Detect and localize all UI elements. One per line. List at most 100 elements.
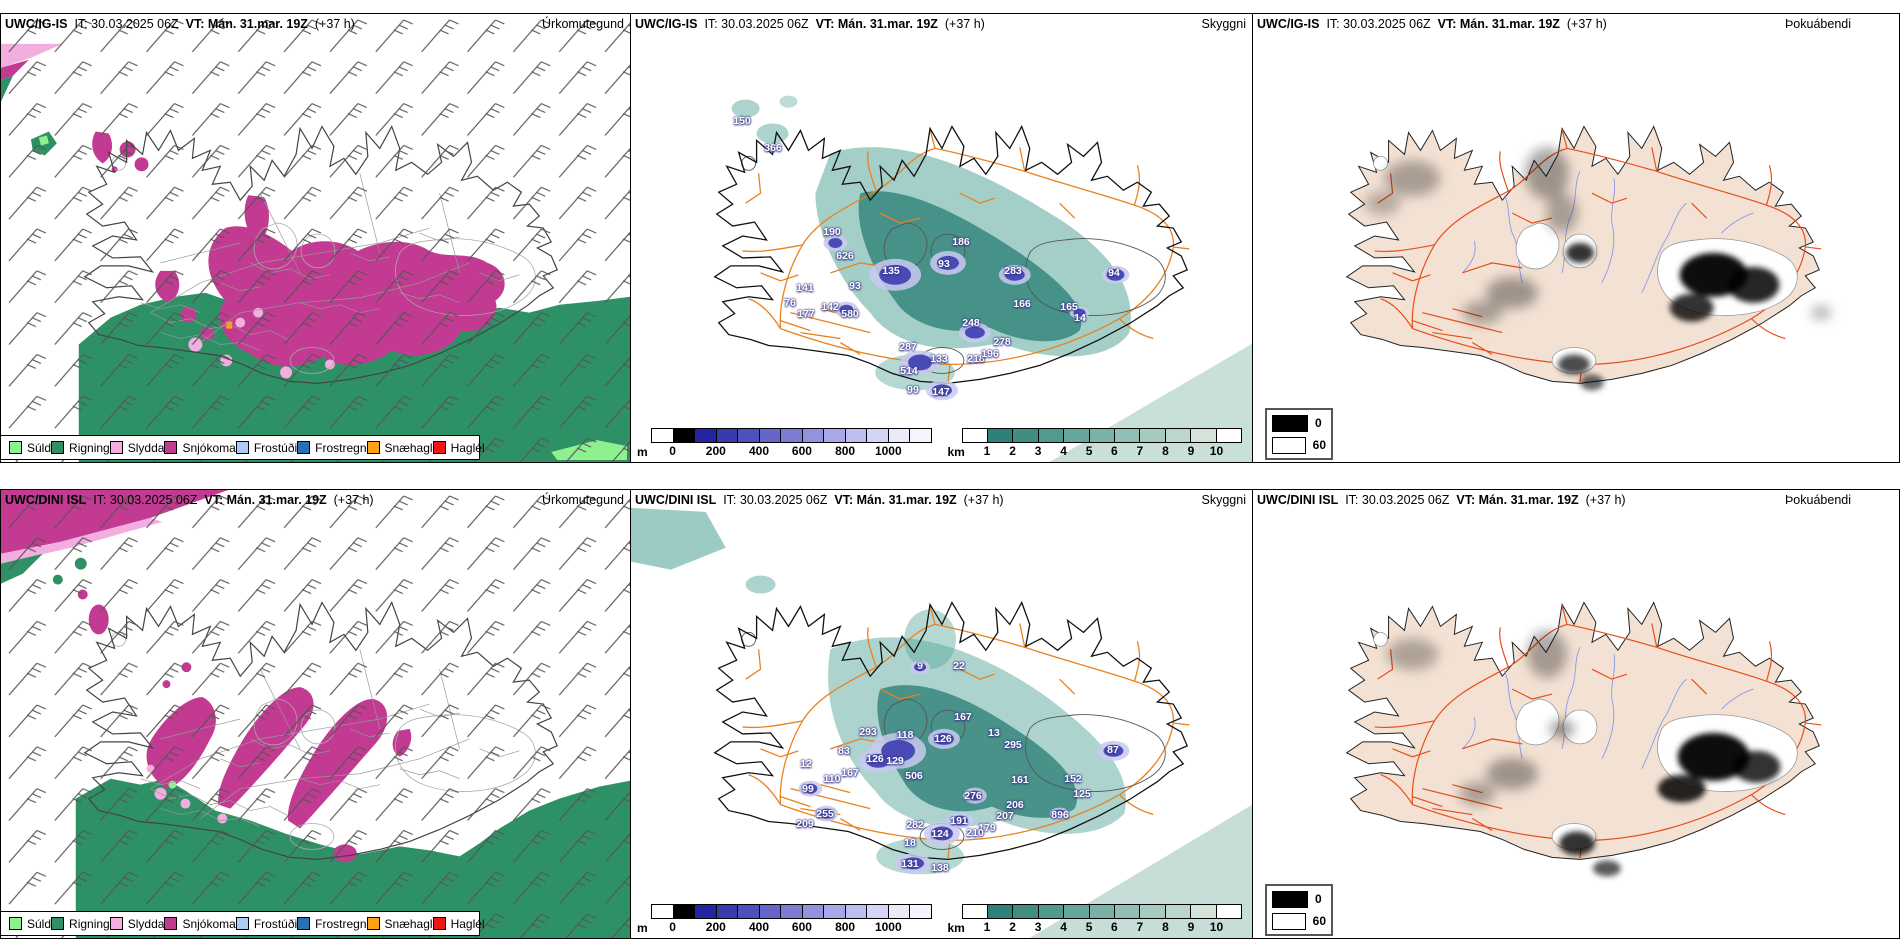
legend-swatch [109,441,123,454]
colorbar-cell [1191,905,1217,918]
visibility-unit: km [947,445,965,459]
colorbar-tick: 1 [983,920,991,934]
lead-time: (+37 h) [963,493,1004,507]
legend-label: Frostúði [253,440,298,455]
fog-legend-swatch [1272,436,1306,454]
colorbar-tick: 2 [1009,444,1016,458]
colorbar-cell [1191,429,1217,442]
valid-time: VT: Mán. 31.mar. 19Z [834,493,957,507]
colorbar-tick: 10 [1209,444,1224,458]
legend-swatch [297,917,311,930]
fog-legend-row: 60 [1272,912,1326,930]
panel-header: UWC/DINI ISL IT: 30.03.2025 06Z VT: Mán.… [635,493,1004,507]
visibility-colorbar: km 1 2 3 4 5 6 7 8 9 10 [948,904,1243,936]
legend-label: Súld [27,440,52,455]
colorbar-tick: 8 [1162,444,1169,458]
colorbar-cell [1089,429,1115,442]
colorbar-tick: 0 [669,920,676,934]
legend-label: Súld [27,916,52,931]
cloudbase-unit: m [637,445,648,459]
init-time: IT: 30.03.2025 06Z [704,17,809,31]
fog-map-svg [1346,125,1899,462]
colorbar-cell [1064,905,1090,918]
colorbar-tick: 4 [1060,444,1067,458]
colorbar-tick: 1000 [874,444,902,458]
legend-item: Súld [9,917,51,931]
colorbar-cell [695,429,717,442]
visibility-ticks: 1 2 3 4 5 6 7 8 9 10 [962,919,1243,935]
colorbar-cell [1165,905,1192,918]
panel-fog-igis: UWC/IG-IS IT: 30.03.2025 06Z VT: Mán. 31… [1252,13,1900,463]
precip-map-svg [1,14,630,462]
legend-item: Frostregn [297,917,367,931]
colorbar-tick: 7 [1136,920,1144,934]
visibility-map-dini: 9 22 167 293 118 126 13 295 83 126 129 87 12 167 110 50… [631,490,1252,938]
colorbar-tick: 3 [1034,920,1042,934]
legend-swatch [432,441,446,454]
legend-item: Frostúði [235,440,298,455]
legend-item: Haglél [432,441,485,455]
legend-swatch [366,441,380,454]
visibility-map-svg [714,95,1252,462]
fog-map-svg [1346,601,1822,938]
legend-label: Snjókoma [182,916,236,931]
model-name: UWC/IG-IS [5,17,68,31]
colorbar-cell [781,905,803,918]
colorbar-cell [1013,905,1039,918]
cloudbase-bar [651,428,932,443]
colorbar-tick: 10 [1209,920,1224,934]
init-time: IT: 30.03.2025 06Z [1326,17,1431,31]
colorbar-cell [716,429,738,442]
colorbar-cell [673,429,695,442]
cloudbase-unit: m [637,921,648,935]
init-time: IT: 30.03.2025 06Z [74,17,179,31]
product-label: Úrkomutegund [542,17,624,31]
colorbar-cell [759,429,781,442]
legend-label: Rigning [69,916,110,931]
model-name: UWC/DINI ISL [1257,493,1339,507]
visibility-bar [961,904,1242,919]
fog-legend-row: 0 [1272,414,1326,432]
cloudbase-colorbar: m 0 200 400 600 800 1000 [637,904,932,936]
colorbar-tick: 800 [835,444,856,458]
fog-legend-label: 60 [1312,438,1326,452]
legend-item: Súld [9,441,51,455]
colorbar-cell [1064,429,1090,442]
cloudbase-colorbar: m 0 200 400 600 800 1000 [637,428,932,460]
legend-item: Slydda [109,917,164,931]
colorbar-cell [987,429,1014,442]
legend-swatch [297,441,311,454]
colorbar-tick: 6 [1111,444,1118,458]
panel-visibility-dini: 9 22 167 293 118 126 13 295 83 126 129 87 12 167 110 50… [630,489,1253,939]
colorbar-cell [1165,429,1192,442]
precip-type-legend: Súld Rigning Slydda Snjókoma Frostúði Fr… [0,911,485,936]
colorbar-tick: 400 [748,920,769,934]
fog-map-igis [1253,14,1899,462]
colorbar-cell [716,905,738,918]
visibility-ticks: 1 2 3 4 5 6 7 8 9 10 [962,443,1243,459]
lead-time: (+37 h) [1585,493,1626,507]
legend-swatch [432,917,446,930]
fog-map-dini [1253,490,1899,938]
fog-legend-label: 60 [1312,914,1326,928]
colorbar-tick: 600 [791,444,812,458]
colorbar-tick: 4 [1060,920,1067,934]
colorbar-cell [987,905,1014,918]
legend-label: Frostregn [315,440,367,455]
fog-legend-row: 60 [1272,436,1326,454]
fog-legend-swatch [1272,890,1308,908]
colorbar-tick: 9 [1187,444,1195,458]
colorbar-cell [845,905,867,918]
precip-map-igis [1,14,630,462]
fog-legend-swatch [1272,414,1308,432]
model-name: UWC/IG-IS [635,17,698,31]
colorbar-cell [888,905,910,918]
panel-header: UWC/IG-IS IT: 30.03.2025 06Z VT: Mán. 31… [635,17,985,31]
colorbar-cell [867,905,889,918]
product-label: Skyggni [1201,493,1246,507]
panel-header: UWC/DINI ISL IT: 30.03.2025 06Z VT: Mán.… [5,493,374,507]
colorbar-cell [910,905,931,918]
valid-time: VT: Mán. 31.mar. 19Z [204,493,327,507]
colorbar-cell [910,429,931,442]
